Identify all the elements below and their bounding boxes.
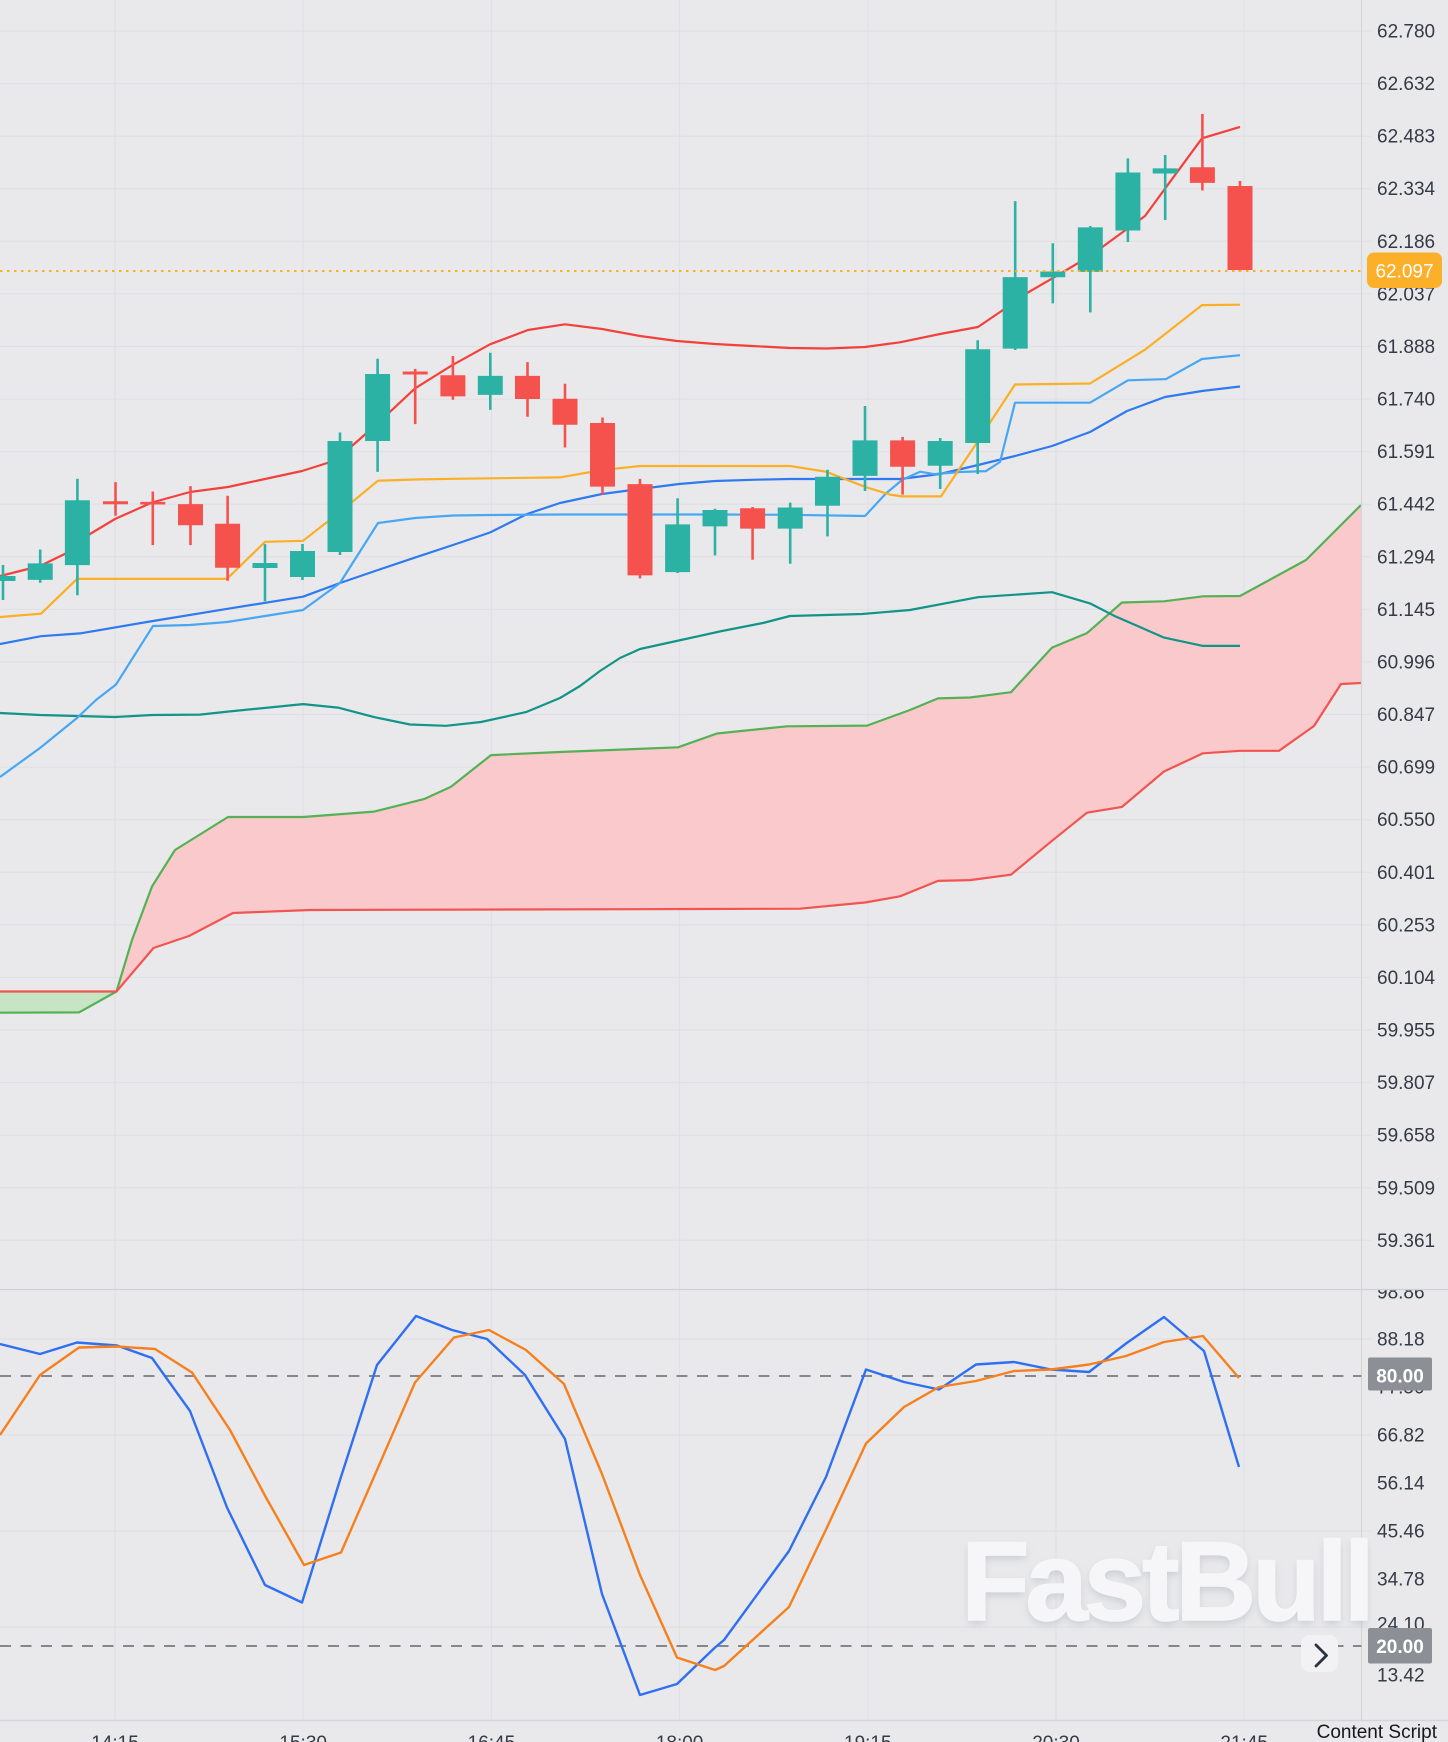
svg-text:62.097: 62.097 [1375, 262, 1433, 283]
svg-text:59.361: 59.361 [1377, 1231, 1435, 1252]
svg-text:88.18: 88.18 [1377, 1330, 1425, 1351]
svg-text:80.00: 80.00 [1376, 1367, 1424, 1388]
svg-text:62.186: 62.186 [1377, 232, 1435, 253]
svg-text:Content Script: Content Script [1317, 1722, 1438, 1742]
svg-text:61.442: 61.442 [1377, 495, 1435, 516]
svg-text:60.104: 60.104 [1377, 968, 1436, 989]
svg-text:60.401: 60.401 [1377, 863, 1435, 884]
svg-text:15:30: 15:30 [279, 1733, 327, 1742]
svg-text:61.145: 61.145 [1377, 600, 1435, 621]
svg-text:13.42: 13.42 [1377, 1666, 1425, 1687]
svg-text:20:30: 20:30 [1032, 1733, 1080, 1742]
svg-text:60.699: 60.699 [1377, 758, 1435, 779]
svg-text:59.658: 59.658 [1377, 1126, 1435, 1147]
svg-text:18:00: 18:00 [656, 1733, 704, 1742]
svg-text:FastBull: FastBull [961, 1523, 1371, 1648]
svg-text:45.46: 45.46 [1377, 1522, 1425, 1543]
svg-text:59.807: 59.807 [1377, 1073, 1435, 1094]
svg-text:34.78: 34.78 [1377, 1570, 1425, 1591]
svg-text:62.483: 62.483 [1377, 127, 1435, 148]
svg-text:20.00: 20.00 [1376, 1637, 1424, 1658]
svg-text:61.591: 61.591 [1377, 442, 1435, 463]
svg-text:14:15: 14:15 [91, 1733, 139, 1742]
svg-text:62.334: 62.334 [1377, 179, 1436, 200]
svg-text:62.037: 62.037 [1377, 284, 1435, 305]
svg-text:FastBull: FastBull [961, 1519, 1371, 1644]
svg-text:66.82: 66.82 [1377, 1426, 1425, 1447]
svg-text:60.847: 60.847 [1377, 705, 1435, 726]
svg-text:60.253: 60.253 [1377, 915, 1435, 936]
svg-text:62.632: 62.632 [1377, 74, 1435, 95]
svg-text:61.294: 61.294 [1377, 547, 1436, 568]
svg-text:62.780: 62.780 [1377, 22, 1435, 43]
svg-text:60.550: 60.550 [1377, 810, 1435, 831]
svg-text:98.86: 98.86 [1377, 1283, 1425, 1304]
svg-text:61.740: 61.740 [1377, 390, 1435, 411]
svg-text:19:15: 19:15 [844, 1733, 892, 1742]
svg-text:16:45: 16:45 [468, 1733, 516, 1742]
svg-text:60.996: 60.996 [1377, 653, 1435, 674]
svg-text:21:45: 21:45 [1220, 1733, 1268, 1742]
svg-text:59.509: 59.509 [1377, 1178, 1435, 1199]
svg-text:56.14: 56.14 [1377, 1474, 1425, 1495]
svg-text:61.888: 61.888 [1377, 337, 1435, 358]
svg-text:59.955: 59.955 [1377, 1021, 1435, 1042]
